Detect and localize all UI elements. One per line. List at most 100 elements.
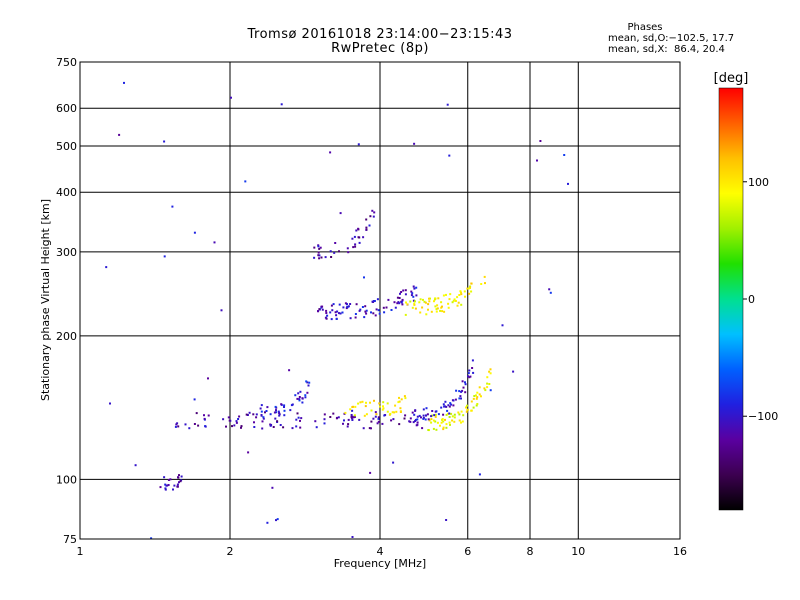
echo-point	[453, 416, 456, 419]
echo-point	[163, 476, 166, 479]
echo-point	[294, 394, 297, 397]
echo-point	[442, 420, 445, 423]
echo-point	[260, 410, 263, 413]
echo-point	[472, 406, 475, 409]
echo-point	[475, 397, 478, 400]
echo-point	[453, 413, 456, 416]
echo-point	[365, 226, 368, 229]
echo-point	[378, 312, 381, 315]
echo-point	[123, 81, 125, 84]
echo-point	[321, 308, 324, 311]
echo-point	[434, 415, 437, 418]
echo-point	[567, 182, 569, 185]
echo-point	[260, 404, 263, 407]
echo-point	[467, 375, 469, 378]
echo-point	[276, 420, 279, 423]
echo-point	[323, 413, 326, 416]
echo-point	[355, 229, 358, 232]
echo-point	[369, 401, 371, 404]
echo-point	[376, 422, 379, 425]
echo-point	[235, 421, 238, 424]
echo-point	[469, 285, 472, 288]
echo-point	[282, 426, 285, 429]
echo-point	[235, 420, 238, 423]
echo-point	[409, 300, 412, 303]
echo-point	[414, 300, 416, 303]
echo-point	[358, 241, 361, 244]
echo-point	[245, 413, 248, 416]
echo-point	[389, 412, 392, 415]
echo-point	[307, 384, 310, 387]
echo-point	[464, 391, 467, 394]
echo-point	[447, 404, 450, 407]
echo-point	[176, 422, 179, 425]
echo-point	[338, 312, 340, 315]
echo-point	[370, 311, 372, 314]
echo-point	[159, 486, 162, 489]
y-tick-label: 750	[56, 56, 77, 69]
echo-point	[430, 418, 433, 421]
echo-point	[435, 310, 438, 313]
echo-point	[240, 425, 243, 428]
echo-point	[456, 296, 459, 299]
echo-point	[361, 400, 364, 403]
echo-point	[413, 302, 416, 305]
echo-point	[369, 215, 372, 218]
echo-point	[414, 420, 417, 422]
echo-point	[283, 406, 285, 408]
echo-point	[486, 376, 489, 379]
echo-point	[336, 310, 339, 313]
echo-point	[382, 405, 384, 408]
echo-point	[442, 403, 445, 406]
echo-point	[414, 307, 417, 310]
echo-point	[423, 300, 426, 303]
echo-point	[440, 421, 443, 424]
echo-point	[174, 425, 177, 428]
echo-point	[357, 227, 360, 230]
echo-point	[163, 255, 166, 258]
echo-point	[421, 427, 424, 430]
echo-point	[335, 314, 338, 317]
echo-point	[323, 422, 326, 425]
echo-point	[399, 292, 401, 295]
echo-point	[433, 300, 435, 303]
echo-point	[275, 409, 277, 412]
echo-point	[173, 484, 176, 487]
echo-point	[468, 292, 471, 295]
echo-point	[331, 309, 334, 312]
echo-point	[434, 420, 437, 423]
echo-point	[265, 410, 268, 412]
echo-point	[478, 393, 481, 396]
echo-point	[301, 397, 304, 400]
echo-point	[403, 417, 406, 420]
echo-point	[419, 298, 422, 301]
echo-point	[425, 407, 428, 410]
y-axis-ticks: 75 100 200 300 400 500 600 750	[56, 56, 77, 546]
echo-point	[197, 424, 200, 427]
echo-point	[344, 411, 347, 414]
y-tick-label: 200	[56, 330, 77, 343]
echo-point	[469, 286, 471, 289]
echo-point	[304, 396, 307, 399]
echo-point	[460, 410, 463, 413]
echo-point	[424, 418, 427, 421]
echo-point	[427, 418, 430, 421]
echo-point	[233, 424, 236, 427]
echo-point	[465, 406, 467, 409]
echo-point	[289, 409, 292, 412]
echo-point	[163, 140, 166, 143]
echo-point	[372, 215, 375, 218]
echo-point	[297, 392, 300, 395]
echo-point	[463, 290, 466, 293]
echo-point	[358, 236, 361, 239]
echo-point	[297, 416, 300, 419]
echo-point	[347, 251, 350, 254]
echo-point	[171, 205, 174, 208]
echo-point	[465, 410, 468, 413]
echo-point	[430, 310, 433, 313]
echo-point	[318, 254, 321, 257]
echo-point	[396, 302, 399, 305]
echo-point	[301, 401, 304, 404]
echo-point	[452, 399, 455, 402]
echo-point	[432, 427, 435, 430]
